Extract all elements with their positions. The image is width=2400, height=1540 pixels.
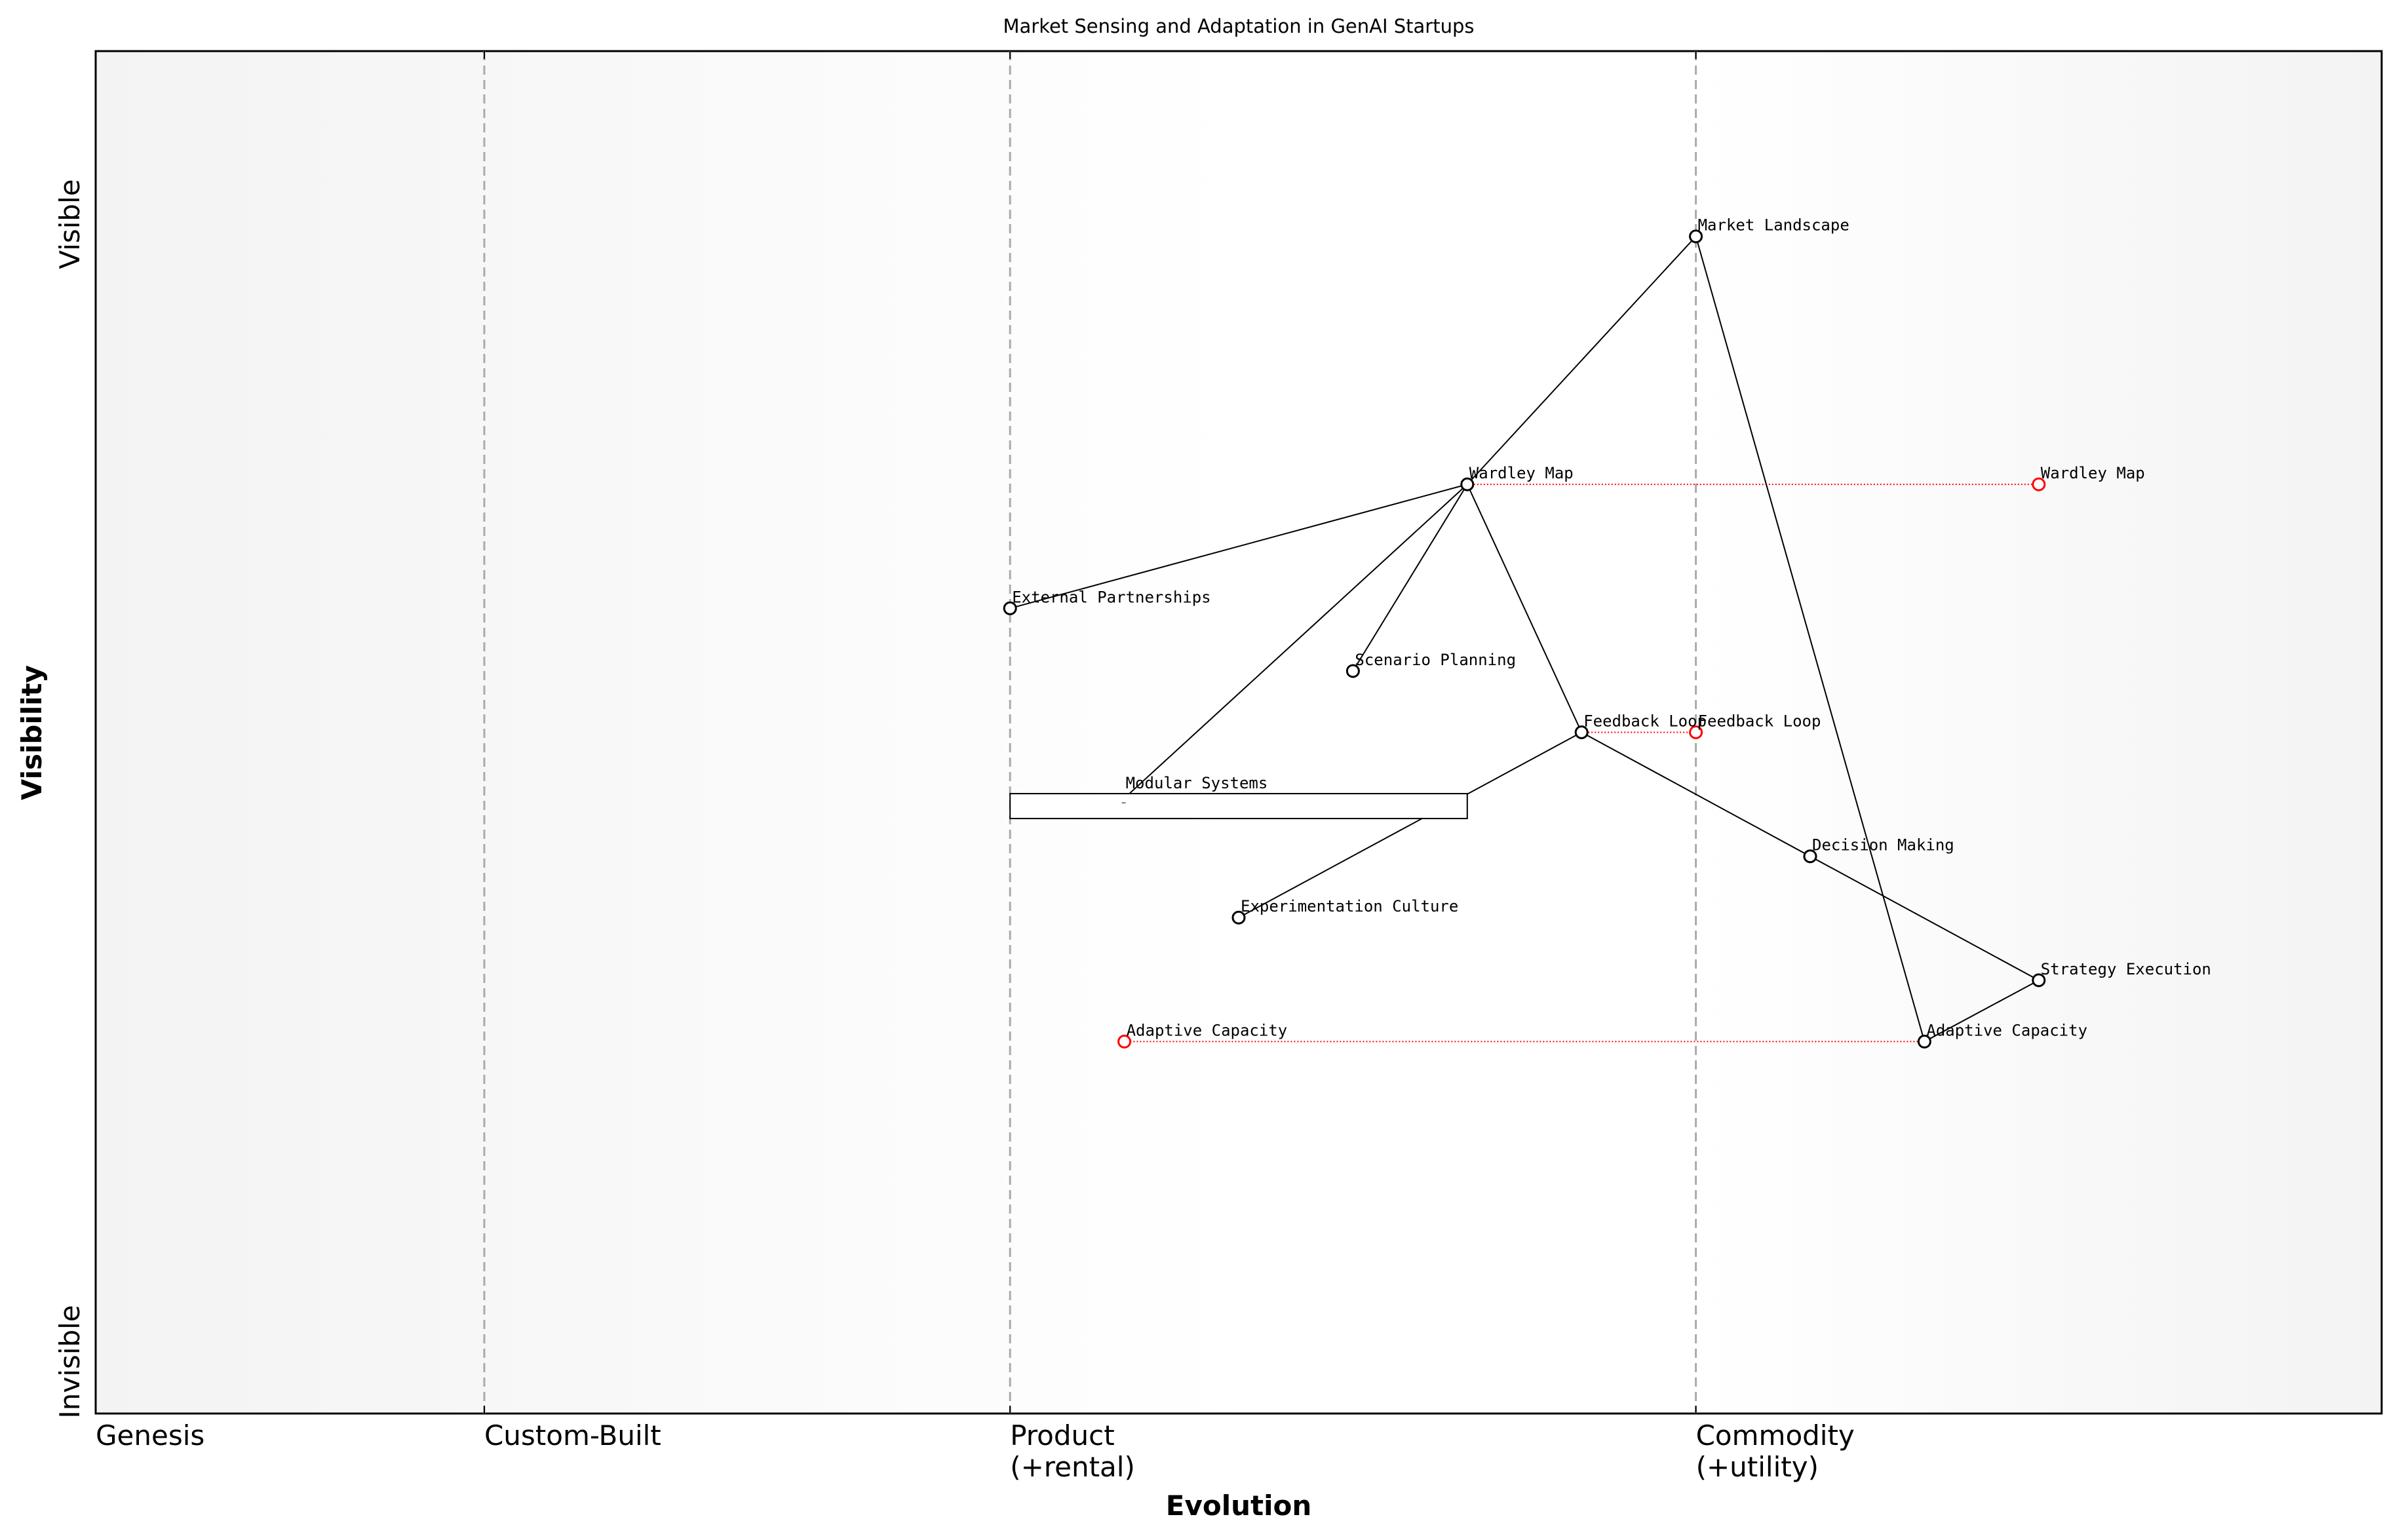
evolved-component-label: Feedback Loop (1698, 712, 1821, 731)
component-node (1231, 910, 1246, 925)
stage-label: Product (1010, 1419, 1114, 1452)
stage-label: Genesis (96, 1419, 204, 1452)
component-node (1574, 725, 1589, 739)
stage-label: Commodity (1696, 1419, 1855, 1452)
dependency-line (1123, 484, 1468, 799)
stage-labels: Genesis Custom-Built Product(+rental) Commo… (96, 1419, 1855, 1483)
dependency-line (1924, 979, 2040, 1043)
y-tick-visible: Visible (54, 179, 86, 269)
component-node (1917, 1034, 1931, 1049)
evolved-component-label: Adaptive Capacity (1127, 1021, 1288, 1039)
evolved-component-label: Wardley Map (2041, 464, 2145, 482)
dependency-line (1352, 484, 1468, 672)
component-label: Feedback Loop (1583, 712, 1707, 731)
component-label: Market Landscape (1698, 216, 1849, 235)
dependency-line (1581, 731, 1811, 857)
component-layer: Wardley Map Feedback Loop Adaptive Capacit… (1003, 216, 2211, 1049)
evolved-component-node (1689, 725, 1703, 739)
y-axis-title: Visibility (16, 665, 48, 800)
plot-area (94, 50, 2383, 1415)
evolution-layer (1124, 484, 2039, 1043)
dependency-line (1009, 484, 1468, 609)
dependency-line (1695, 236, 1926, 1042)
dependency-line (1467, 236, 1697, 485)
y-tick-invisible: Invisible (54, 1305, 86, 1418)
component-label: Wardley Map (1469, 464, 1574, 482)
pipeline-box (1009, 793, 1468, 820)
component-node (2032, 973, 2046, 988)
component-label: Experimentation Culture (1241, 897, 1458, 915)
component-label: Strategy Execution (2041, 960, 2211, 978)
component-node (1003, 601, 1017, 615)
component-node (1345, 664, 1360, 678)
component-node (1460, 477, 1475, 491)
evolved-component-node (1117, 1034, 1132, 1049)
dependency-line (1238, 731, 1582, 919)
pipeline-label: Modular Systems (1126, 774, 1268, 792)
component-node (1803, 849, 1817, 864)
stage-sublabel: (+rental) (1010, 1451, 1135, 1483)
x-axis-title: Evolution (1166, 1490, 1311, 1522)
dependency-line (1810, 855, 2040, 981)
component-label: Adaptive Capacity (1926, 1021, 2087, 1039)
chart-title: Market Sensing and Adaptation in GenAI S… (1003, 15, 1474, 37)
stage-sublabel: (+utility) (1696, 1451, 1819, 1483)
stage-label: Custom-Built (484, 1419, 661, 1452)
component-label: Scenario Planning (1355, 651, 1516, 669)
component-node (1689, 229, 1703, 244)
evolved-component-node (2032, 477, 2046, 491)
dependency-layer (1009, 236, 2040, 1043)
pipeline-layer: Modular Systems (1009, 774, 1468, 820)
component-label: Decision Making (1812, 836, 1954, 855)
component-label: External Partnerships (1012, 588, 1210, 606)
dependency-line (1466, 484, 1583, 733)
